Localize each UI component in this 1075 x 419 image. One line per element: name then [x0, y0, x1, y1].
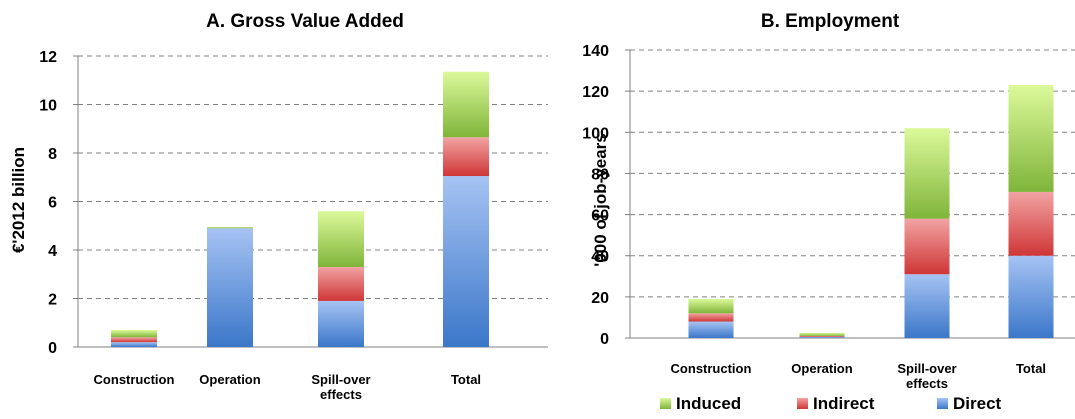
- bar-indirect: [799, 335, 845, 337]
- chart-title: B. Employment: [761, 11, 900, 32]
- legend: Induced Indirect Direct: [660, 394, 1002, 413]
- bar-induced: [443, 71, 489, 138]
- y-tick-label: 140: [582, 43, 609, 60]
- y-tick-label: 6: [48, 195, 57, 212]
- bar-direct: [904, 274, 950, 338]
- y-tick-label: 2: [48, 292, 57, 309]
- legend-swatch-direct: [937, 398, 948, 409]
- x-tick-label: Total: [451, 372, 481, 387]
- bar-induced: [688, 298, 734, 314]
- x-tick-label: effects: [906, 376, 948, 391]
- bar-indirect: [904, 218, 950, 275]
- y-tick-label: 40: [591, 249, 609, 266]
- y-tick-label: 60: [591, 208, 609, 225]
- legend-swatch-indirect: [797, 398, 808, 409]
- y-tick-label: 10: [39, 98, 57, 115]
- legend-swatch-induced: [660, 398, 671, 409]
- x-tick-label: Spill-over: [897, 361, 956, 376]
- x-tick-label: Construction: [671, 361, 752, 376]
- bar-induced: [318, 211, 364, 267]
- bar-direct: [1008, 255, 1054, 338]
- bar-direct: [111, 342, 157, 347]
- chart-gross-value-added: A. Gross Value Added 0 2 4 6 8 10 12 €'2012 bill…: [9, 11, 548, 402]
- bar-indirect: [443, 137, 489, 177]
- bar-induced: [904, 128, 950, 219]
- bar-direct: [207, 228, 253, 347]
- x-tick-label: Operation: [791, 361, 852, 376]
- y-tick-label: 0: [600, 331, 609, 348]
- bar-induced: [799, 332, 845, 336]
- x-tick-label: Operation: [199, 372, 260, 387]
- y-axis-label: '000 of job-years: [591, 133, 610, 267]
- bar-direct: [799, 336, 845, 338]
- bar-direct: [443, 176, 489, 347]
- bar-induced: [207, 226, 253, 229]
- chart-title: A. Gross Value Added: [206, 11, 404, 32]
- y-axis-label: €'2012 billion: [9, 147, 28, 253]
- chart-employment: B. Employment 0 20 40 60 80 100 120 140 '000 of j…: [582, 11, 1075, 391]
- y-tick-label: 80: [591, 166, 609, 183]
- y-tick-label: 120: [582, 84, 609, 101]
- y-tick-label: 20: [591, 290, 609, 307]
- bar-induced: [1008, 84, 1054, 192]
- y-tick-label: 12: [39, 49, 57, 66]
- bar-indirect: [688, 313, 734, 322]
- bar-direct: [688, 321, 734, 338]
- legend-label-indirect: Indirect: [813, 394, 875, 413]
- x-tick-label: Total: [1016, 361, 1046, 376]
- bar-indirect: [318, 266, 364, 301]
- y-tick-label: 0: [48, 340, 57, 357]
- bar-indirect: [111, 337, 157, 343]
- y-tick-label: 8: [48, 146, 57, 163]
- bar-induced: [111, 330, 157, 338]
- legend-label-induced: Induced: [676, 394, 741, 413]
- y-tick-label: 4: [48, 243, 57, 260]
- x-tick-label: effects: [320, 387, 362, 402]
- bar-direct: [318, 300, 364, 347]
- legend-label-direct: Direct: [953, 394, 1002, 413]
- bar-indirect: [1008, 191, 1054, 256]
- y-tick-label: 100: [582, 125, 609, 142]
- x-tick-label: Construction: [94, 372, 175, 387]
- x-tick-label: Spill-over: [311, 372, 370, 387]
